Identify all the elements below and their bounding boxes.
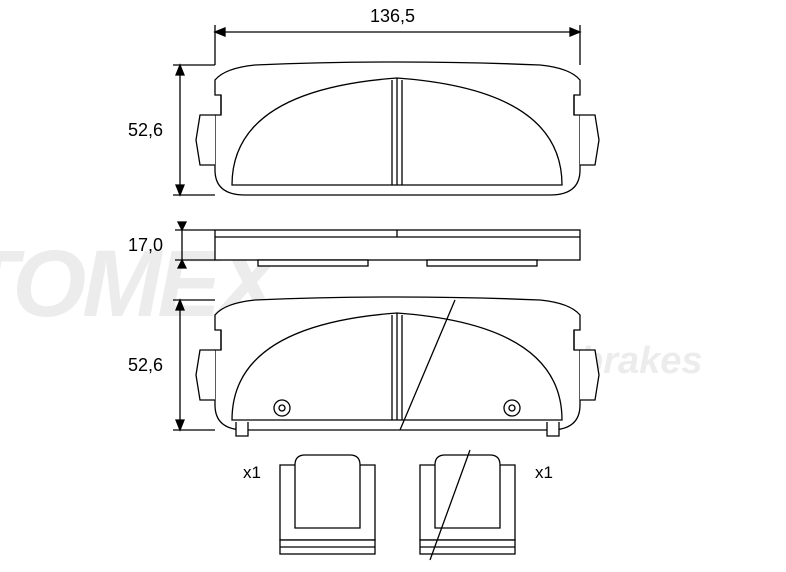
dim-height-bottom: 52,6 (128, 355, 163, 376)
clip-qty-right: x1 (535, 463, 553, 483)
dim-height-top: 52,6 (128, 120, 163, 141)
clip-qty-left: x1 (243, 463, 261, 483)
dim-width: 136,5 (370, 6, 415, 27)
technical-drawing (0, 0, 786, 572)
dim-thickness: 17,0 (128, 235, 163, 256)
